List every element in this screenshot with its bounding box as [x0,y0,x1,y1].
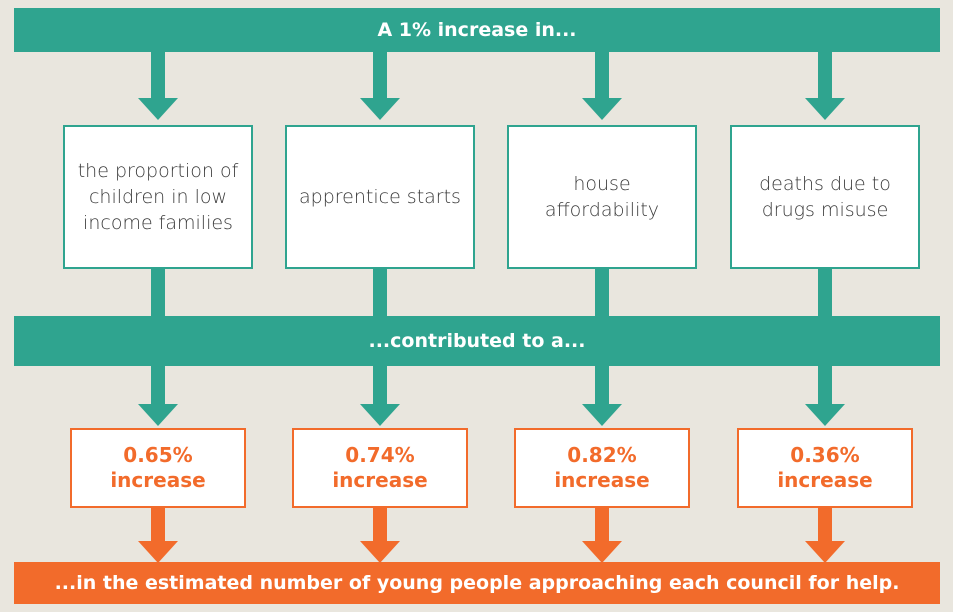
arrow-shaft [818,508,832,543]
arrow-head [360,541,400,563]
header-bar: A 1% increase in... [14,8,940,52]
result-label: increase [110,468,206,492]
arrow-shaft [595,508,609,543]
result-value: 0.65% [123,443,193,467]
arrow-head [805,541,845,563]
middle-bar: ...contributed to a... [14,316,940,366]
arrow-head [360,98,400,120]
arrow-shaft [151,52,165,100]
arrow-shaft [818,366,832,406]
arrow-shaft [151,508,165,543]
result-box: 0.65% increase [70,428,246,508]
arrow-head [805,404,845,426]
arrow-shaft [151,366,165,406]
result-label: increase [332,468,428,492]
arrow-head [138,404,178,426]
middle-label: ...contributed to a... [368,330,586,352]
factor-box: house affordability [507,125,697,269]
factor-box: deaths due to drugs misuse [730,125,920,269]
connector [595,268,609,318]
arrow-head [360,404,400,426]
header-title: A 1% increase in... [377,19,577,41]
result-box: 0.82% increase [514,428,690,508]
factor-box: the proportion of children in low income… [63,125,253,269]
arrow-head [138,541,178,563]
result-value: 0.82% [567,443,637,467]
arrow-head [582,98,622,120]
result-box: 0.36% increase [737,428,913,508]
arrow-shaft [373,366,387,406]
arrow-head [582,404,622,426]
arrow-head [805,98,845,120]
result-label: increase [554,468,650,492]
result-label: increase [777,468,873,492]
arrow-shaft [373,52,387,100]
arrow-shaft [818,52,832,100]
connector [151,268,165,318]
arrow-shaft [595,52,609,100]
arrow-shaft [373,508,387,543]
factor-box: apprentice starts [285,125,475,269]
footer-label: ...in the estimated number of young peop… [54,572,900,594]
connector [373,268,387,318]
result-box: 0.74% increase [292,428,468,508]
result-value: 0.74% [345,443,415,467]
result-value: 0.36% [790,443,860,467]
connector [818,268,832,318]
footer-bar: ...in the estimated number of young peop… [14,562,940,604]
arrow-head [138,98,178,120]
arrow-shaft [595,366,609,406]
arrow-head [582,541,622,563]
